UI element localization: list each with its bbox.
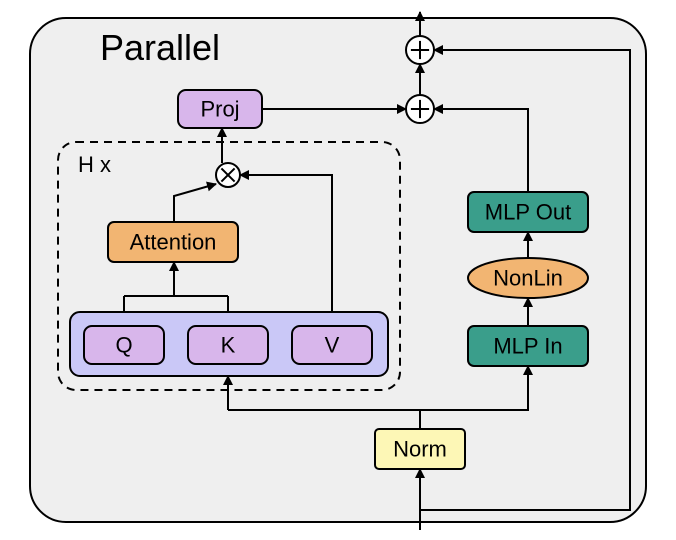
node-nonlin-label: NonLin bbox=[493, 266, 563, 291]
title: Parallel bbox=[100, 27, 220, 68]
node-v-label: V bbox=[325, 333, 340, 358]
node-k-label: K bbox=[221, 333, 236, 358]
heads-label: H x bbox=[78, 152, 111, 177]
node-mlp_out-label: MLP Out bbox=[485, 200, 571, 225]
node-norm-label: Norm bbox=[393, 437, 447, 462]
node-q-label: Q bbox=[115, 333, 132, 358]
node-mlp_in-label: MLP In bbox=[493, 334, 562, 359]
node-attention-label: Attention bbox=[130, 230, 217, 255]
node-proj-label: Proj bbox=[200, 97, 239, 122]
